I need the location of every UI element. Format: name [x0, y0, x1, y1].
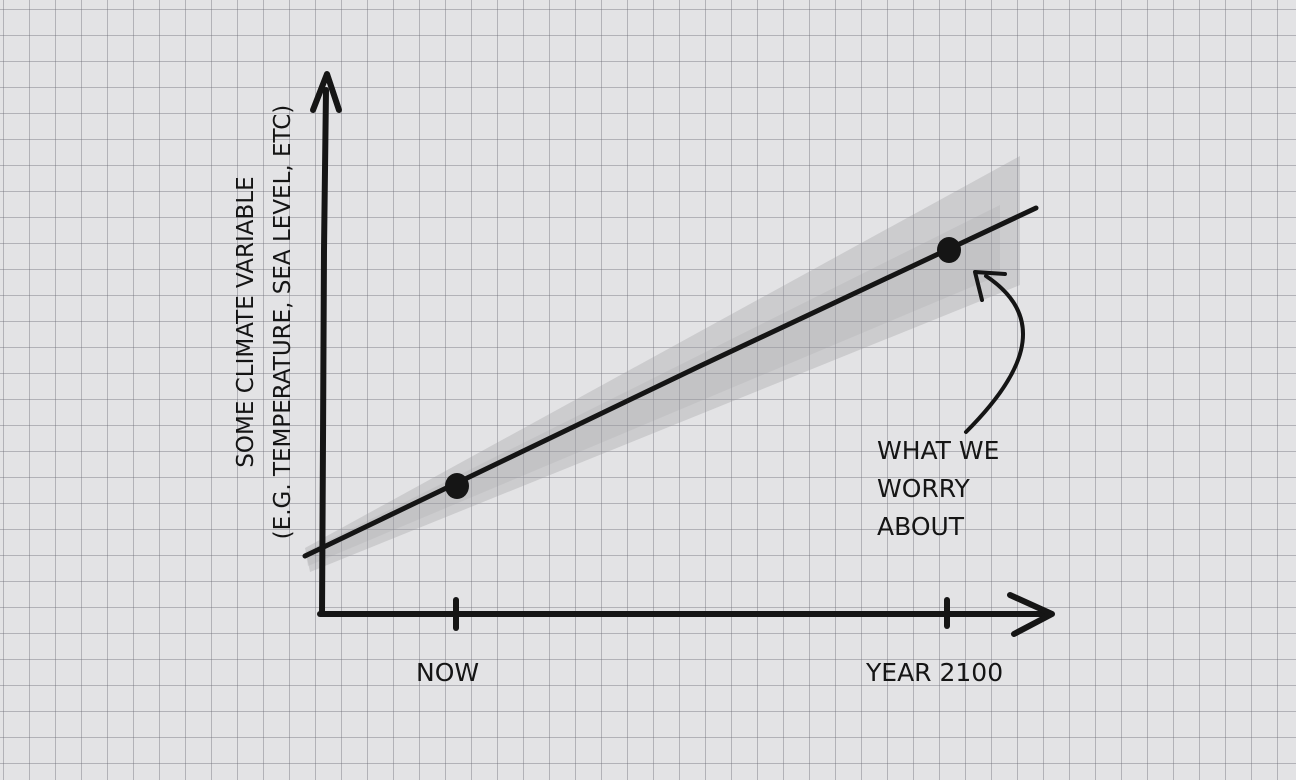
y-axis-label-line-2: (E.G. TEMPERATURE, SEA LEVEL, ETC): [270, 104, 296, 540]
annotation-line-2: WORRY: [877, 474, 970, 503]
annotation-line-1: WHAT WE: [877, 436, 1000, 465]
x-tick-label-year-2100: YEAR 2100: [866, 658, 1004, 687]
annotation-arrow: [964, 274, 1026, 434]
annotation-arrowhead: [973, 270, 1007, 302]
uncertainty-band-inner: [305, 205, 1000, 566]
annotation-text: WHAT WE WORRY ABOUT: [877, 432, 999, 546]
point-now: [445, 473, 469, 499]
y-axis: [319, 87, 329, 617]
trend-line: [302, 205, 1039, 559]
x-tick-label-now: NOW: [416, 658, 480, 687]
annotation-line-3: ABOUT: [877, 512, 965, 541]
y-axis-label: SOME CLIMATE VARIABLE (E.G. TEMPERATURE,…: [228, 42, 304, 602]
y-axis-label-line-1: SOME CLIMATE VARIABLE: [233, 176, 259, 468]
y-axis-arrowhead: [310, 71, 342, 113]
point-year-2100: [937, 237, 961, 263]
x-axis-arrowhead: [1007, 592, 1055, 637]
